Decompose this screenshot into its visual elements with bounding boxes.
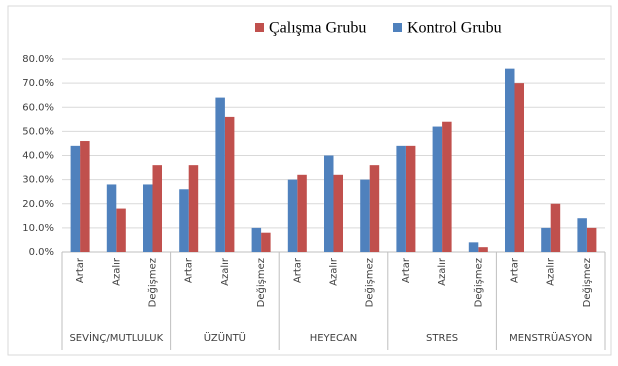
x-tick-label: Artar <box>75 257 86 283</box>
x-tick-label: Azalır <box>546 257 557 286</box>
bar <box>106 184 117 252</box>
bar <box>152 165 162 252</box>
bar <box>360 179 370 252</box>
bar <box>116 208 126 252</box>
legend-swatch <box>255 23 264 32</box>
y-tick-label: 20.0% <box>22 199 54 210</box>
bar <box>188 165 199 252</box>
x-tick-label: Artar <box>184 257 195 283</box>
bar <box>261 232 271 252</box>
x-tick-label: Artar <box>510 257 521 283</box>
x-tick-label: Değişmez <box>472 258 484 307</box>
y-tick-label: 60.0% <box>22 102 54 113</box>
bar <box>179 189 189 252</box>
bar <box>478 247 488 252</box>
bar <box>287 179 298 252</box>
group-label: ÜZÜNTÜ <box>204 331 246 344</box>
bar <box>550 203 561 252</box>
bar <box>297 174 307 252</box>
group-label: SEVİNÇ/MUTLULUK <box>69 331 163 344</box>
x-tick-label: Değişmez <box>581 258 593 307</box>
bar <box>586 227 597 252</box>
x-tick-label: Değişmez <box>147 258 159 307</box>
legend-swatch <box>393 23 402 32</box>
y-tick-label: 80.0% <box>22 54 54 65</box>
x-tick-label: Değişmez <box>364 258 376 307</box>
group-label: MENSTRÜASYON <box>509 331 592 344</box>
bar <box>514 83 524 252</box>
bar <box>577 218 587 252</box>
x-tick-label: Azalır <box>329 257 340 286</box>
legend-label: Kontrol Grubu <box>407 20 502 37</box>
bar <box>468 242 479 252</box>
bar <box>70 145 81 252</box>
bar <box>442 121 452 252</box>
bar <box>224 116 235 253</box>
bar <box>251 227 262 252</box>
bar <box>396 145 406 252</box>
x-tick-label: Azalır <box>111 257 122 286</box>
y-tick-label: 10.0% <box>22 223 54 234</box>
bar <box>215 97 225 252</box>
y-tick-label: 0.0% <box>29 247 54 258</box>
y-tick-label: 40.0% <box>22 151 54 162</box>
bar <box>505 68 515 253</box>
x-tick-label: Artar <box>292 257 303 283</box>
bar <box>333 174 343 252</box>
group-label: HEYECAN <box>310 333 358 344</box>
bar <box>405 145 416 252</box>
bar <box>324 155 334 252</box>
x-tick-label: Azalır <box>437 257 448 286</box>
x-tick-label: Azalır <box>220 257 231 286</box>
y-tick-label: 70.0% <box>22 78 54 89</box>
x-tick-label: Artar <box>401 257 412 283</box>
y-tick-label: 50.0% <box>22 126 54 137</box>
legend-label: Çalışma Grubu <box>269 20 366 37</box>
bar <box>143 184 153 252</box>
bar <box>541 227 551 252</box>
y-tick-label: 30.0% <box>22 175 54 186</box>
bar <box>432 126 443 252</box>
group-label: STRES <box>426 333 458 344</box>
bar <box>80 141 90 252</box>
x-tick-label: Değişmez <box>255 258 267 307</box>
bar <box>369 165 380 252</box>
